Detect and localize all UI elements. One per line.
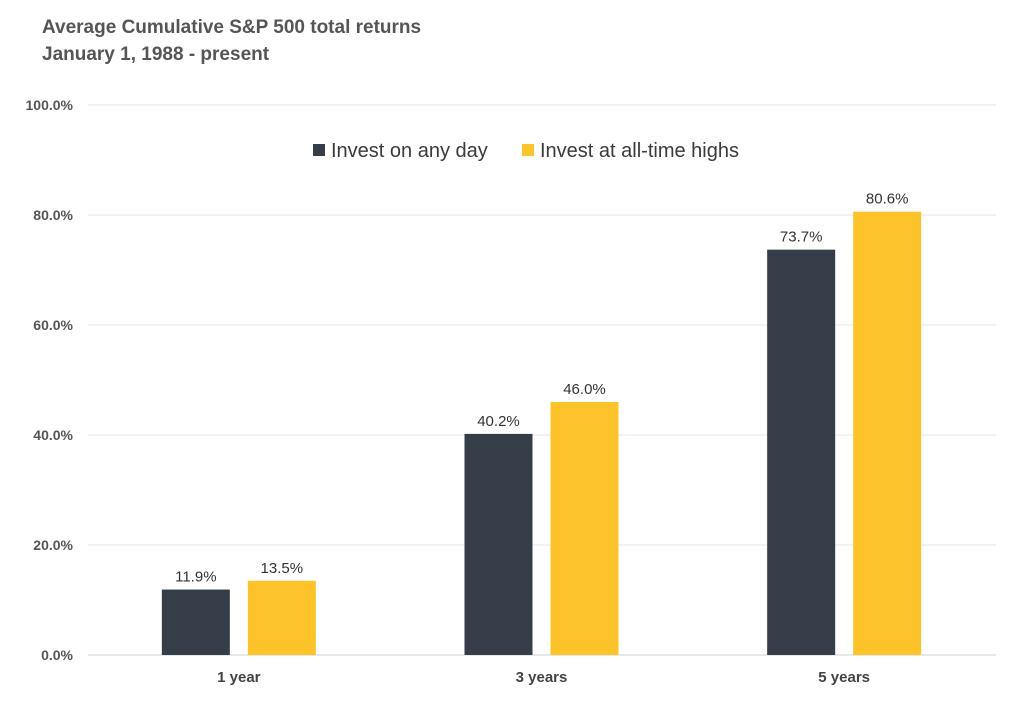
legend-label: Invest at all-time highs — [540, 140, 739, 162]
data-label: 80.6% — [866, 191, 909, 208]
y-tick-label: 20.0% — [33, 537, 73, 553]
x-axis-labels: 1 year 3 years 5 years — [217, 669, 870, 686]
gridlines — [88, 104, 996, 656]
y-tick-label: 0.0% — [41, 647, 73, 663]
y-tick-label: 60.0% — [33, 317, 73, 333]
bar — [767, 249, 836, 655]
y-axis-ticks: 0.0% 20.0% 40.0% 60.0% 80.0% 100.0% — [26, 97, 74, 663]
bar — [853, 211, 922, 655]
y-tick-label: 40.0% — [33, 427, 73, 443]
legend: Invest on any day Invest at all-time high… — [313, 140, 739, 162]
data-label: 73.7% — [780, 229, 823, 246]
legend-swatch — [522, 144, 534, 156]
legend-label: Invest on any day — [331, 140, 488, 162]
x-tick-label: 1 year — [217, 669, 261, 686]
legend-swatch — [313, 144, 325, 156]
data-label: 11.9% — [175, 569, 216, 586]
chart-title-block: Average Cumulative S&P 500 total returns… — [42, 14, 421, 68]
bar — [247, 580, 316, 655]
x-tick-label: 3 years — [516, 669, 568, 686]
y-tick-label: 80.0% — [33, 207, 73, 223]
chart-title: Average Cumulative S&P 500 total returns — [42, 17, 422, 38]
bar — [464, 433, 533, 655]
bar — [550, 402, 619, 655]
data-label: 40.2% — [477, 413, 520, 430]
chart-subtitle: January 1, 1988 - present — [42, 44, 270, 65]
bars — [161, 211, 922, 655]
data-labels: 11.9% 13.5% 40.2% 46.0% 73.7% 80.6% — [175, 191, 908, 586]
x-tick-label: 5 years — [818, 669, 870, 686]
bar — [161, 589, 230, 655]
y-tick-label: 100.0% — [26, 97, 74, 113]
data-label: 13.5% — [261, 560, 304, 577]
data-label: 46.0% — [563, 381, 606, 398]
